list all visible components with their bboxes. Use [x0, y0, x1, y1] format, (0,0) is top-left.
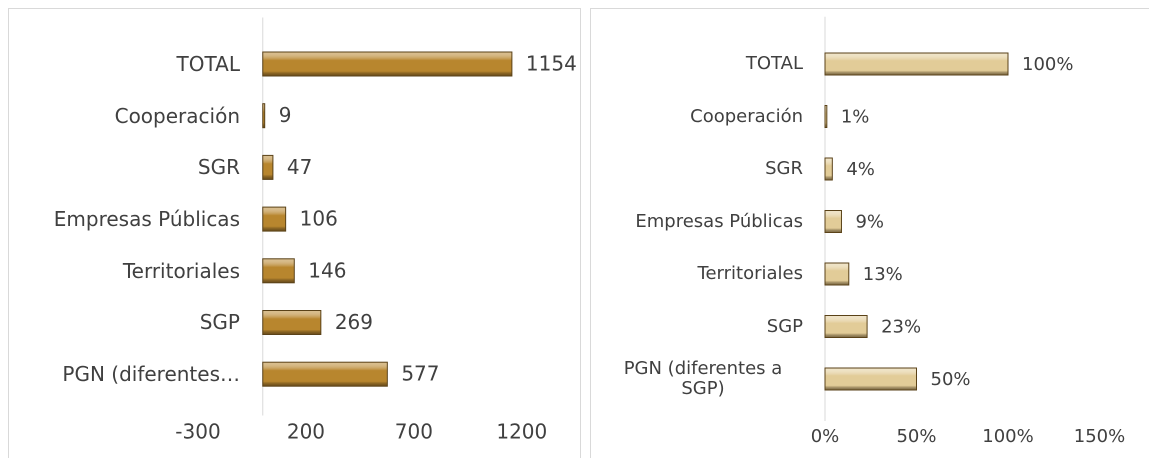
- bar-shade: [262, 206, 287, 232]
- data-label: 9: [279, 103, 292, 127]
- data-label: 13%: [863, 264, 903, 285]
- data-label: 50%: [931, 369, 971, 390]
- bar-shade: [824, 210, 842, 233]
- category-label: Territoriales: [122, 258, 240, 283]
- x-tick-label: 100%: [982, 426, 1033, 447]
- bar-shade: [824, 367, 917, 391]
- bar-shade: [824, 315, 868, 338]
- category-label: PGN (diferentes a SGP): [623, 358, 783, 399]
- category-label: Empresas Públicas: [53, 207, 240, 232]
- bar-shade: [262, 51, 513, 77]
- data-label: 23%: [881, 317, 921, 338]
- x-tick-label: 0%: [811, 426, 840, 447]
- data-label: 47: [287, 155, 312, 179]
- category-label: PGN (diferentes…: [62, 362, 240, 387]
- category-label: SGR: [197, 155, 240, 180]
- category-label: Territoriales: [697, 263, 803, 285]
- data-label: 9%: [855, 212, 884, 233]
- category-label: SGP: [766, 315, 803, 337]
- data-label: 1%: [841, 107, 870, 128]
- x-tick-label: -300: [175, 420, 220, 444]
- data-label: 146: [308, 258, 346, 282]
- bar-shade: [824, 262, 850, 286]
- category-label: SGR: [765, 158, 803, 180]
- bar-shade: [262, 258, 295, 284]
- bar-shade: [824, 157, 833, 181]
- category-label: TOTAL: [176, 51, 240, 76]
- panel-border: [590, 8, 1149, 458]
- data-label: 1154: [526, 52, 577, 76]
- bar-shade: [824, 105, 828, 128]
- panel-border: [8, 8, 581, 458]
- category-label: SGP: [199, 310, 240, 335]
- x-tick-label: 1200: [496, 420, 547, 444]
- bar-shade: [262, 103, 266, 129]
- bar-shade: [262, 310, 322, 335]
- x-tick-label: 700: [395, 420, 433, 444]
- data-label: 100%: [1022, 54, 1073, 75]
- data-label: 4%: [846, 159, 875, 180]
- category-label: Empresas Públicas: [635, 210, 803, 232]
- data-label: 106: [300, 207, 338, 231]
- bar-shade: [262, 361, 388, 387]
- x-tick-label: 200: [287, 420, 325, 444]
- category-label: Cooperación: [114, 103, 240, 128]
- category-label: TOTAL: [745, 53, 803, 75]
- bar-shade: [824, 52, 1009, 76]
- x-tick-label: 50%: [896, 426, 936, 447]
- x-tick-label: 150%: [1074, 426, 1125, 447]
- bar-shade: [262, 154, 274, 180]
- data-label: 577: [401, 362, 439, 386]
- data-label: 269: [335, 310, 373, 334]
- category-label: Cooperación: [690, 105, 803, 127]
